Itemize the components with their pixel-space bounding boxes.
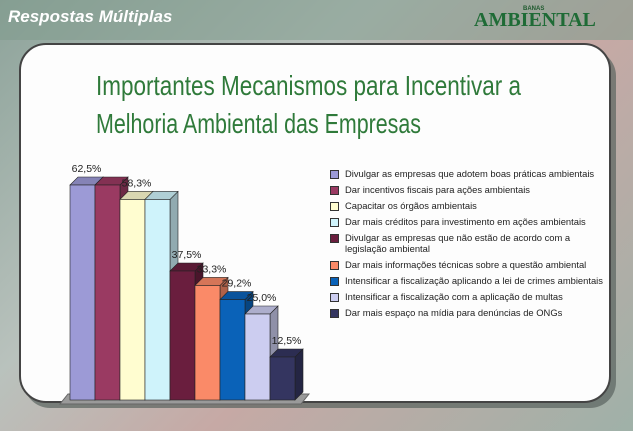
logo: AMBIENTAL — [474, 9, 596, 31]
legend-label: Divulgar as empresas que não estão de ac… — [345, 232, 571, 255]
legend-item: Dar incentivos fiscais para ações ambien… — [330, 184, 612, 195]
legend-label: Divulgar as empresas que adotem boas prá… — [345, 168, 595, 179]
logo-small: BANAS — [523, 6, 544, 12]
data-label: 62,5% — [72, 163, 102, 175]
legend-item: Dar mais informações técnicas sobre a qu… — [330, 259, 612, 271]
legend-label: Intensificar a fiscalização aplicando a … — [345, 275, 603, 287]
bar — [94, 184, 121, 401]
bar — [269, 356, 296, 401]
bar — [169, 270, 196, 401]
legend-swatch — [330, 293, 339, 303]
bar — [69, 184, 96, 401]
legend-swatch — [330, 170, 339, 179]
legend-label: Dar incentivos fiscais para ações ambien… — [345, 184, 530, 195]
legend-item: Intensificar a fiscalização com a aplica… — [330, 291, 612, 303]
bar-side — [294, 348, 304, 401]
data-label: 33,3% — [197, 263, 227, 275]
legend-item: Divulgar as empresas que adotem boas prá… — [330, 168, 612, 179]
chart-title: Melhoria Ambiental das Empresas — [96, 108, 421, 139]
legend: Divulgar as empresas que adotem boas prá… — [330, 168, 612, 323]
legend-label: Dar mais créditos para investimento em a… — [345, 216, 586, 227]
section-title: Respostas Múltiplas — [8, 7, 172, 26]
legend-swatch — [330, 202, 339, 211]
bar — [219, 299, 246, 401]
bar — [244, 313, 271, 401]
data-label: 37,5% — [172, 249, 202, 261]
legend-item: Divulgar as empresas que não estão de ac… — [330, 232, 612, 255]
bar — [119, 199, 146, 401]
chart-title: Importantes Mecanismos para Incentivar a — [96, 70, 521, 101]
legend-item: Intensificar a fiscalização aplicando a … — [330, 275, 612, 287]
legend-label: Dar mais informações técnicas sobre a qu… — [345, 259, 587, 271]
legend-item: Dar mais créditos para investimento em a… — [330, 216, 612, 227]
legend-swatch — [330, 277, 339, 287]
data-label: 58,3% — [122, 177, 152, 189]
legend-swatch — [330, 261, 339, 271]
bar — [144, 199, 171, 401]
header-band — [0, 0, 633, 40]
bar — [194, 285, 221, 401]
legend-swatch — [330, 186, 339, 195]
legend-label: Capacitar os órgãos ambientais — [345, 200, 477, 211]
data-label: 29,2% — [222, 278, 252, 290]
legend-swatch — [330, 309, 339, 319]
legend-swatch — [330, 218, 339, 227]
legend-item: Dar mais espaço na mídia para denúncias … — [330, 307, 612, 319]
legend-label: Intensificar a fiscalização com a aplica… — [345, 291, 563, 303]
legend-label: Dar mais espaço na mídia para denúncias … — [345, 307, 563, 319]
legend-swatch — [330, 234, 339, 243]
legend-item: Capacitar os órgãos ambientais — [330, 200, 612, 211]
data-label: 25,0% — [247, 292, 277, 304]
data-label: 12,5% — [272, 335, 302, 347]
